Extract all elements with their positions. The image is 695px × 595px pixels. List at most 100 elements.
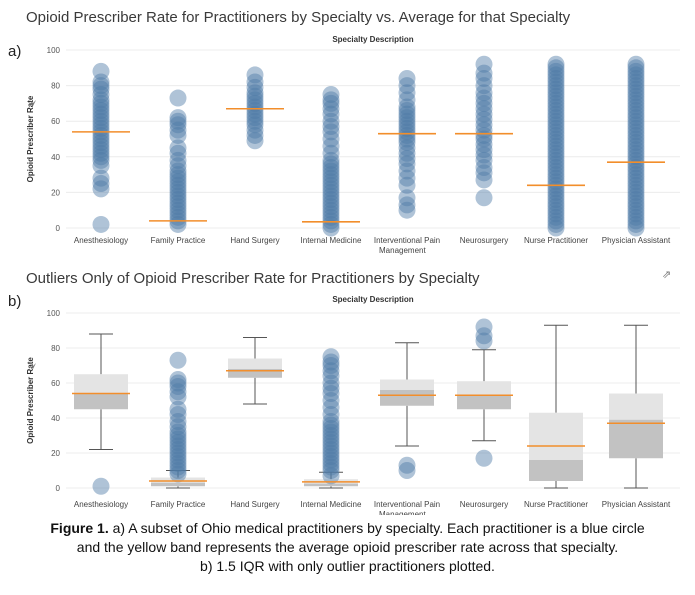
- y-tick-label: 100: [47, 309, 61, 318]
- practitioner-dot: [627, 55, 645, 73]
- practitioner-dot: [169, 162, 187, 180]
- practitioner-dot: [547, 158, 565, 176]
- outlier-dot: [169, 423, 187, 441]
- outlier-dot: [169, 427, 187, 444]
- practitioner-dot: [627, 123, 645, 141]
- box-lower: [151, 482, 205, 487]
- practitioner-dot: [398, 116, 416, 134]
- practitioner-dot: [475, 116, 493, 134]
- practitioner-dot: [322, 100, 340, 118]
- practitioner-dot: [627, 158, 645, 176]
- outlier-dot: [169, 374, 187, 392]
- practitioner-dot: [475, 69, 493, 87]
- practitioner-dot: [92, 73, 110, 91]
- outlier-dot: [322, 416, 340, 434]
- category-label: Family Practice: [151, 236, 206, 245]
- outlier-dot: [322, 420, 340, 437]
- practitioner-dot: [475, 158, 493, 176]
- practitioner-dot: [627, 94, 645, 112]
- y-tick-label: 40: [51, 414, 60, 423]
- y-tick-label: 60: [51, 117, 60, 126]
- outlier-dot: [169, 351, 187, 369]
- y-tick-label: 100: [47, 46, 61, 55]
- practitioner-dot: [92, 116, 110, 134]
- outlier-dot: [322, 348, 340, 366]
- y-tick-label: 80: [51, 82, 60, 91]
- category-label-line2: Management: [379, 246, 426, 255]
- category-label: Physician Assistant: [602, 236, 671, 245]
- outlier-dot: [169, 388, 187, 406]
- outlier-dot: [322, 413, 340, 430]
- popout-icon[interactable]: ⇗: [662, 269, 672, 281]
- category-label: Internal Medicine: [301, 500, 362, 509]
- outlier-dot: [398, 456, 416, 474]
- practitioner-dot: [322, 137, 340, 155]
- practitioner-dot: [246, 66, 264, 84]
- y-axis-title: Opioid Prescriber Rate: [26, 357, 35, 444]
- practitioner-dot: [547, 187, 565, 205]
- outlier-dot: [169, 371, 187, 388]
- outlier-dot: [475, 318, 493, 336]
- outlier-dot: [169, 418, 187, 436]
- outlier-dot: [322, 455, 340, 472]
- outlier-dot: [169, 378, 187, 395]
- practitioner-dot: [398, 169, 416, 187]
- category-label: Interventional Pain: [374, 500, 440, 509]
- practitioner-dot: [627, 69, 645, 87]
- practitioner-dot: [547, 201, 565, 219]
- practitioner-dot: [398, 69, 416, 87]
- practitioner-dot: [322, 112, 340, 130]
- figure-caption: Figure 1. a) A subset of Ohio medical pr…: [0, 519, 695, 576]
- box-upper: [380, 379, 434, 390]
- practitioner-dot: [398, 84, 416, 102]
- practitioner-dot: [475, 64, 493, 82]
- practitioner-dot: [547, 215, 565, 233]
- practitioner-dot: [627, 198, 645, 216]
- outlier-dot: [322, 357, 340, 374]
- practitioner-dot: [322, 155, 340, 173]
- practitioner-dot: [246, 116, 264, 134]
- practitioner-dot: [627, 116, 645, 134]
- practitioner-dot: [246, 102, 264, 120]
- practitioner-dot: [475, 55, 493, 73]
- practitioner-dot: [169, 144, 187, 162]
- category-label: Nurse Practitioner: [524, 236, 588, 245]
- practitioner-dot: [475, 100, 493, 118]
- outlier-dot: [322, 437, 340, 455]
- practitioner-dot: [322, 173, 340, 191]
- practitioner-dot: [627, 166, 645, 184]
- practitioner-dot: [627, 137, 645, 155]
- box-lower: [228, 369, 282, 378]
- box-lower: [304, 483, 358, 487]
- chart-a: Specialty Description 0 20 40 60 80 100 Opioid …: [26, 35, 680, 255]
- practitioner-dot: [169, 166, 187, 184]
- outlier-dot: [322, 427, 340, 444]
- practitioner-dot: [322, 130, 340, 148]
- practitioner-dot: [547, 105, 565, 123]
- practitioner-dot: [547, 162, 565, 180]
- category-label: Hand Surgery: [230, 236, 279, 245]
- practitioner-dot: [398, 126, 416, 144]
- practitioner-dot: [547, 77, 565, 95]
- practitioner-dot: [169, 173, 187, 191]
- practitioner-dot: [547, 126, 565, 144]
- outlier-dot: [322, 462, 340, 479]
- practitioner-dot: [246, 87, 264, 105]
- practitioner-dot: [547, 141, 565, 159]
- outlier-dot: [169, 462, 187, 479]
- practitioner-dot: [398, 196, 416, 214]
- practitioner-dot: [547, 116, 565, 134]
- caption-line-3: b) 1.5 IQR with only outlier practitione…: [200, 558, 495, 574]
- practitioner-dot: [322, 183, 340, 201]
- practitioner-dot: [92, 109, 110, 127]
- practitioner-dot: [169, 169, 187, 187]
- practitioner-dot: [398, 162, 416, 180]
- practitioner-dot: [475, 146, 493, 164]
- practitioner-dot: [547, 212, 565, 230]
- practitioner-dot: [547, 123, 565, 141]
- practitioner-dot: [627, 219, 645, 237]
- category-label: Interventional Pain: [374, 236, 440, 245]
- y-tick-label: 20: [51, 188, 60, 197]
- outlier-dot: [169, 455, 187, 472]
- practitioner-dot: [169, 198, 187, 216]
